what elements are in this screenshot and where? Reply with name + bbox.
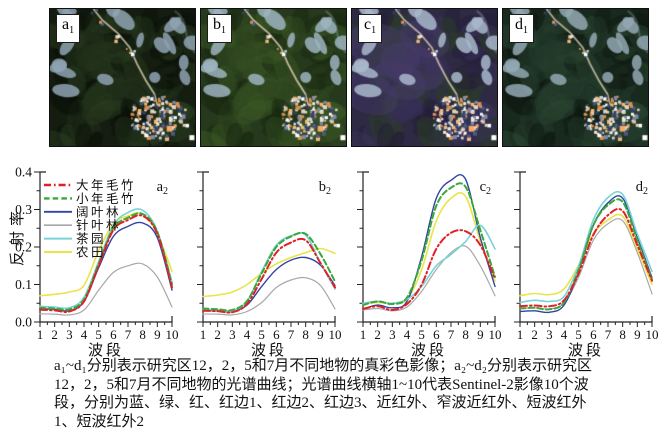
x-tick-label: 5 — [258, 327, 265, 342]
curve-针叶林 — [202, 276, 336, 316]
curve-针叶林 — [362, 245, 496, 312]
x-tick-label: 4 — [561, 327, 568, 342]
legend-label: 针叶林 — [76, 218, 121, 233]
y-tick-label: 0.0 — [15, 315, 32, 330]
x-tick-label: 4 — [404, 327, 411, 342]
x-tick-label: 3 — [546, 327, 553, 342]
x-tick-label: 10 — [329, 327, 342, 342]
x-tick-label: 2 — [531, 327, 538, 342]
curve-大年毛竹 — [362, 229, 496, 312]
caption-line: 段，分别为蓝、绿、红、红边1、红边2、红边3、近红外、窄波近红外、短波红外 — [54, 395, 587, 412]
legend-label: 大年毛竹 — [76, 179, 136, 193]
y-tick-label: 0.1 — [15, 277, 32, 292]
x-tick-label: 1 — [517, 327, 524, 342]
legend-label: 阔叶林 — [76, 205, 121, 219]
spectral-chart-b2: 1 2 3 4 5 6 7 8 9 10 波段 b2 — [197, 171, 342, 359]
x-tick-label: 1 — [37, 327, 44, 342]
x-tick-label: 9 — [477, 327, 484, 342]
x-tick-label: 6 — [273, 327, 280, 342]
legend-item-茶园: 茶园 — [44, 231, 106, 246]
curve-大年毛竹 — [202, 237, 336, 314]
image-label-b1: b1 — [207, 14, 232, 44]
legend-label: 茶园 — [76, 231, 106, 246]
x-tick-label: 9 — [317, 327, 324, 342]
x-tick-label: 6 — [110, 327, 117, 342]
chart-panel-label: a2 — [157, 179, 168, 197]
satellite-image-panel-a1: a1 — [49, 8, 196, 147]
y-tick-label: 0.2 — [15, 240, 32, 255]
chart-panel-label: c2 — [480, 179, 491, 197]
spectral-chart-d2: 1 2 3 4 5 6 7 8 9 10 波段 d2 — [514, 171, 659, 359]
x-tick-label: 8 — [302, 327, 309, 342]
x-tick-label: 7 — [605, 327, 612, 342]
x-tick-label: 5 — [95, 327, 102, 342]
x-tick-label: 10 — [646, 327, 659, 342]
x-tick-label: 5 — [418, 327, 425, 342]
chart-panel-label: d2 — [636, 179, 648, 197]
caption-line: a₁~d₁分别表示研究区12，2，5和7月不同地物的真彩色影像；a₂~d₂分别表… — [54, 358, 592, 374]
x-tick-label: 5 — [575, 327, 582, 342]
spectral-chart-a2: 0.0 0.1 0.2 0.3 0.4 1 2 3 4 5 6 7 8 9 10 波段 a2 大年毛竹小年毛竹阔叶… — [15, 165, 179, 360]
x-tick-label: 2 — [374, 327, 381, 342]
x-tick-label: 7 — [288, 327, 295, 342]
satellite-image-panel-b1: b1 — [200, 8, 347, 147]
x-tick-label: 7 — [448, 327, 455, 342]
y-tick-label: 0.3 — [15, 202, 32, 217]
image-label-a1: a1 — [56, 14, 81, 44]
x-tick-label: 2 — [51, 327, 58, 342]
x-tick-label: 4 — [81, 327, 88, 342]
legend-label: 小年毛竹 — [76, 192, 136, 206]
legend-item-农田: 农田 — [44, 246, 106, 260]
curve-大年毛竹 — [39, 214, 173, 314]
curve-茶园 — [519, 190, 653, 304]
x-tick-label: 1 — [200, 327, 207, 342]
legend-item-大年毛竹: 大年毛竹 — [44, 179, 136, 193]
legend-label: 农田 — [76, 246, 106, 260]
x-tick-label: 3 — [66, 327, 73, 342]
x-tick-label: 10 — [489, 327, 502, 342]
x-tick-label: 8 — [462, 327, 469, 342]
y-tick-label: 0.4 — [15, 165, 32, 180]
caption-line: 1、短波红外2 — [54, 413, 145, 430]
x-tick-label: 7 — [125, 327, 132, 342]
x-axis-title: 波段 — [251, 342, 287, 359]
curve-农田 — [519, 213, 653, 297]
curve-小年毛竹 — [519, 198, 653, 311]
x-tick-label: 3 — [229, 327, 236, 342]
x-axis-title: 波段 — [411, 342, 447, 359]
curve-针叶林 — [39, 262, 173, 316]
satellite-image-panel-d1: d1 — [502, 8, 649, 147]
curve-大年毛竹 — [519, 207, 653, 308]
x-axis-title: 波段 — [568, 342, 604, 359]
x-tick-label: 1 — [360, 327, 367, 342]
spectral-chart-c2: 1 2 3 4 5 6 7 8 9 10 波段 c2 — [357, 171, 502, 359]
x-tick-label: 6 — [590, 327, 597, 342]
legend-item-小年毛竹: 小年毛竹 — [44, 192, 136, 206]
satellite-image-panel-c1: c1 — [351, 8, 498, 147]
curve-农田 — [362, 191, 496, 305]
curve-小年毛竹 — [362, 182, 496, 307]
x-tick-label: 8 — [619, 327, 626, 342]
curve-小年毛竹 — [202, 231, 336, 312]
x-tick-label: 4 — [244, 327, 251, 342]
image-label-c1: c1 — [358, 14, 383, 44]
x-axis-title: 波段 — [88, 342, 124, 359]
figure-caption: a₁~d₁分别表示研究区12，2，5和7月不同地物的真彩色影像；a₂~d₂分别表… — [54, 357, 646, 431]
chart-panel-label: b2 — [319, 179, 331, 197]
x-tick-label: 6 — [433, 327, 440, 342]
x-tick-label: 3 — [389, 327, 396, 342]
x-tick-label: 2 — [214, 327, 221, 342]
x-tick-label: 8 — [139, 327, 146, 342]
legend-item-针叶林: 针叶林 — [44, 218, 121, 233]
curve-阔叶林 — [39, 221, 173, 312]
x-tick-label: 9 — [154, 327, 161, 342]
legend-item-阔叶林: 阔叶林 — [44, 205, 121, 219]
caption-line: 12，2，5和7月不同地物的光谱曲线；光谱曲线横轴1~10代表Sentinel-… — [54, 376, 589, 393]
x-tick-label: 9 — [634, 327, 641, 342]
image-label-d1: d1 — [509, 14, 534, 44]
x-tick-label: 10 — [166, 327, 179, 342]
